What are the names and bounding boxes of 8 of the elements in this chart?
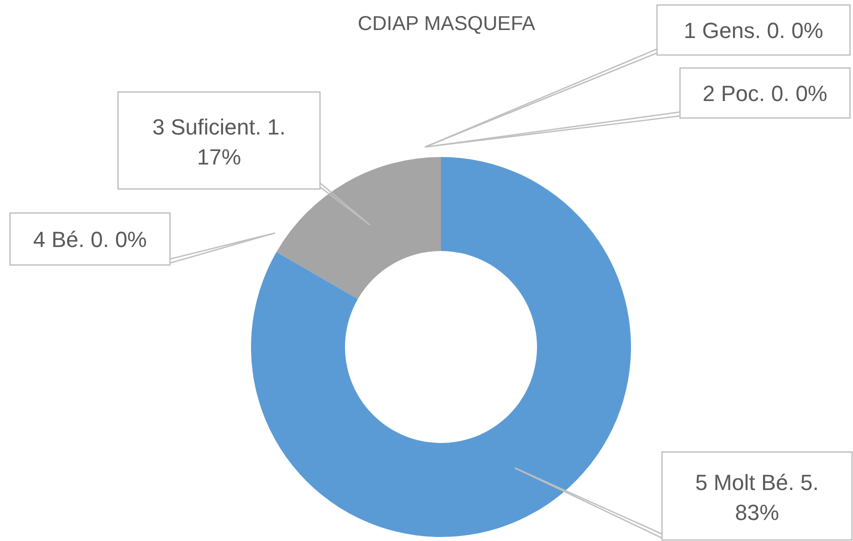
slice-label: 3 Suficient. 1. 17% <box>152 114 286 169</box>
category-label: 1 Gens. 0. 0% <box>684 18 824 42</box>
donut-slice <box>251 157 631 537</box>
slice-label: 5 Molt Bé. 5. 83% <box>695 470 819 524</box>
legend-label: 4 Bé. 0. 0% <box>33 226 147 252</box>
category-label: 2 Poc. 0. 0% <box>702 80 828 106</box>
donut-slice <box>276 157 441 299</box>
chart-title: CDIAP MASQUEFA <box>358 13 536 35</box>
